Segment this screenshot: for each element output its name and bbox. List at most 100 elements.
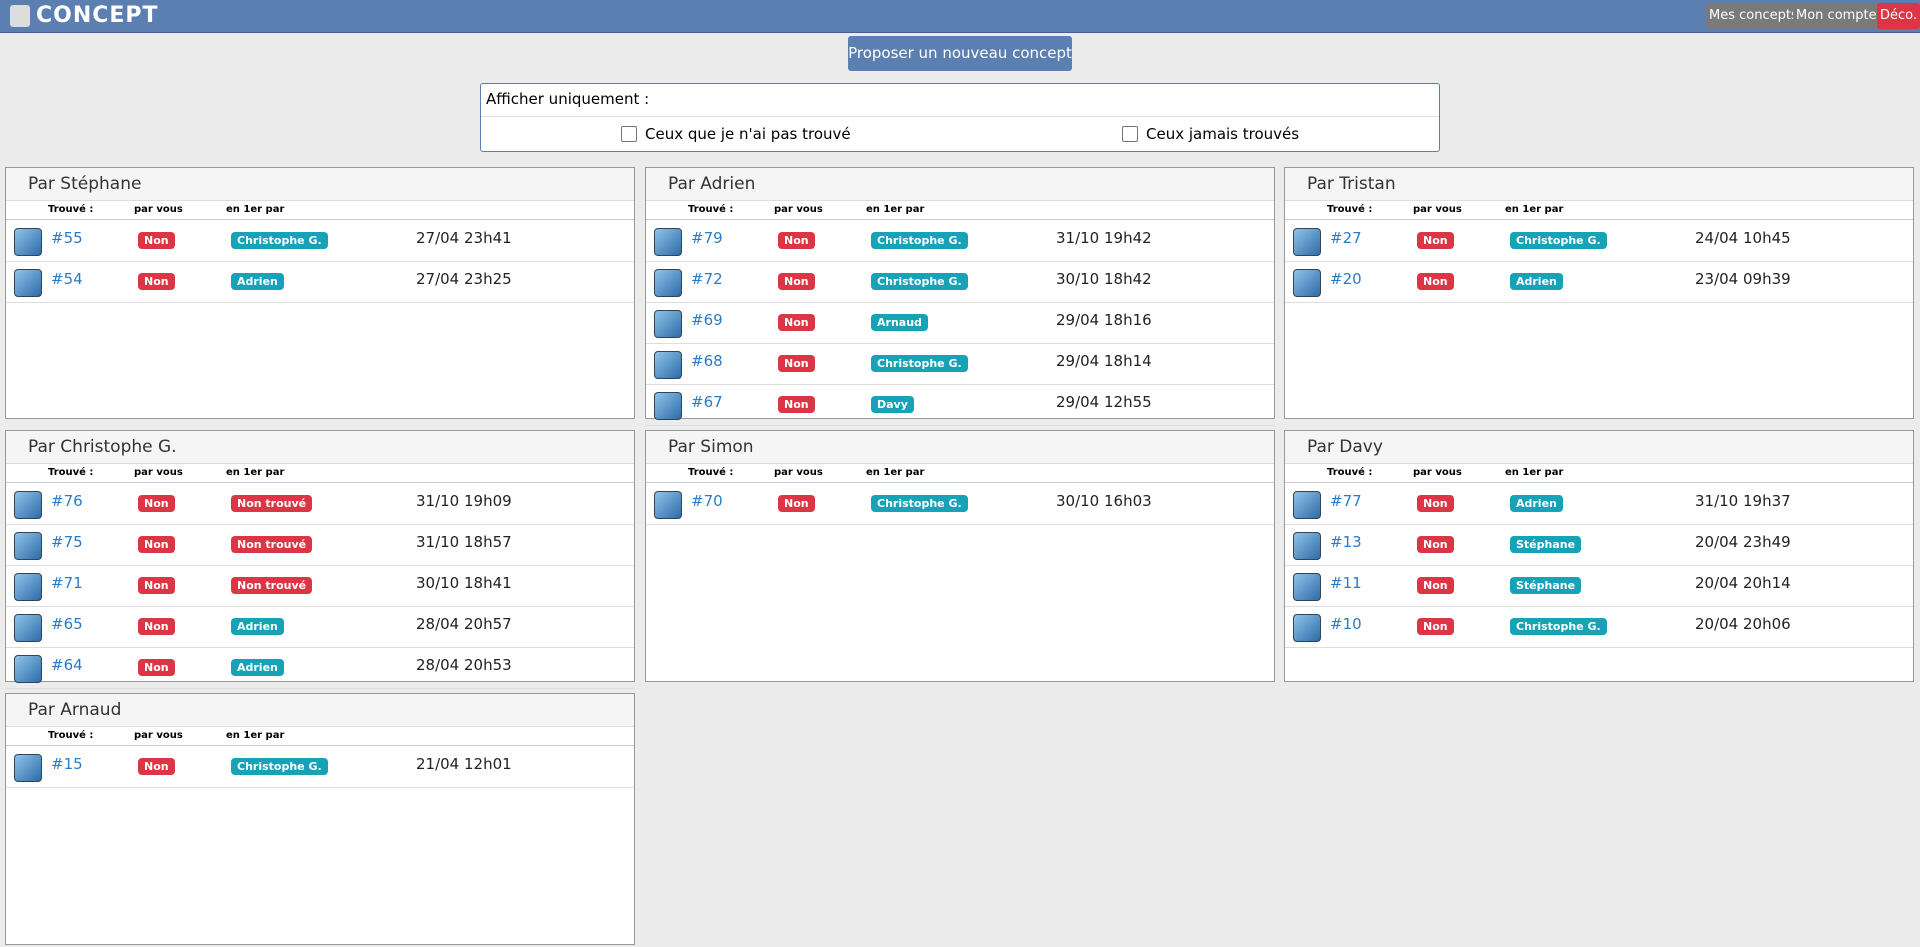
found-by-you-badge: Non (778, 355, 815, 372)
concept-row[interactable]: #10 Non Christophe G. 20/04 20h06 (1285, 606, 1913, 648)
concept-link[interactable]: #54 (51, 270, 83, 288)
concept-link[interactable]: #55 (51, 229, 83, 247)
column-header: Trouvé : (48, 730, 94, 741)
found-by-you-badge: Non (1417, 536, 1454, 553)
concept-link[interactable]: #79 (691, 229, 723, 247)
first-finder-badge: Stéphane (1510, 536, 1582, 553)
concept-row[interactable]: #55 Non Christophe G. 27/04 23h41 (6, 220, 634, 262)
column-header: en 1er par (226, 204, 285, 215)
concept-link[interactable]: #13 (1330, 533, 1362, 551)
found-by-you-badge: Non (1417, 577, 1454, 594)
concept-row[interactable]: #54 Non Adrien 27/04 23h25 (6, 261, 634, 303)
concept-link[interactable]: #64 (51, 656, 83, 674)
filter-option[interactable]: Ceux jamais trouvés (1122, 125, 1299, 143)
panel-title: Par Simon (646, 431, 1274, 464)
column-header: par vous (1413, 204, 1462, 215)
nav-button[interactable]: Mon compte (1793, 3, 1880, 29)
concept-icon (14, 754, 42, 782)
concept-row[interactable]: #71 Non Non trouvé 30/10 18h41 (6, 565, 634, 607)
concept-row[interactable]: #64 Non Adrien 28/04 20h53 (6, 647, 634, 689)
separator (6, 482, 634, 483)
concept-row[interactable]: #68 Non Christophe G. 29/04 18h14 (646, 343, 1274, 385)
concept-row[interactable]: #70 Non Christophe G. 30/10 16h03 (646, 483, 1274, 525)
found-by-you-badge: Non (138, 577, 175, 594)
concept-row[interactable]: #79 Non Christophe G. 31/10 19h42 (646, 220, 1274, 262)
concept-row[interactable]: #67 Non Davy 29/04 12h55 (646, 384, 1274, 426)
nav-button[interactable]: Mes concepts (1706, 3, 1801, 29)
concept-date: 28/04 20h53 (416, 656, 512, 674)
brand[interactable]: CONCEPT (10, 3, 159, 28)
concept-link[interactable]: #15 (51, 755, 83, 773)
new-concept-button[interactable]: Proposer un nouveau concept (848, 36, 1072, 71)
concept-date: 31/10 18h57 (416, 533, 512, 551)
concept-row[interactable]: #20 Non Adrien 23/04 09h39 (1285, 261, 1913, 303)
concept-row[interactable]: #76 Non Non trouvé 31/10 19h09 (6, 483, 634, 525)
concept-date: 24/04 10h45 (1695, 229, 1791, 247)
concept-link[interactable]: #69 (691, 311, 723, 329)
panel-title: Par Davy (1285, 431, 1913, 464)
first-finder-badge: Davy (871, 396, 914, 413)
concept-icon (654, 351, 682, 379)
column-header: par vous (774, 467, 823, 478)
concept-row[interactable]: #75 Non Non trouvé 31/10 18h57 (6, 524, 634, 566)
found-by-you-badge: Non (138, 659, 175, 676)
concept-link[interactable]: #20 (1330, 270, 1362, 288)
concept-link[interactable]: #76 (51, 492, 83, 510)
concept-icon (14, 491, 42, 519)
concept-row[interactable]: #11 Non Stéphane 20/04 20h14 (1285, 565, 1913, 607)
first-finder-badge: Christophe G. (1510, 232, 1607, 249)
separator (481, 116, 1439, 117)
concept-row[interactable]: #72 Non Christophe G. 30/10 18h42 (646, 261, 1274, 303)
concept-row[interactable]: #27 Non Christophe G. 24/04 10h45 (1285, 220, 1913, 262)
concept-date: 20/04 23h49 (1695, 533, 1791, 551)
brand-text[interactable]: CONCEPT (36, 3, 159, 28)
concept-icon (1293, 228, 1321, 256)
concept-link[interactable]: #65 (51, 615, 83, 633)
concept-link[interactable]: #27 (1330, 229, 1362, 247)
concept-icon (14, 614, 42, 642)
first-finder-badge: Adrien (1510, 495, 1563, 512)
concept-icon (1293, 532, 1321, 560)
column-header: par vous (774, 204, 823, 215)
first-finder-badge: Christophe G. (871, 355, 968, 372)
concept-link[interactable]: #75 (51, 533, 83, 551)
filter-option[interactable]: Ceux que je n'ai pas trouvé (621, 125, 851, 143)
first-finder-badge: Christophe G. (1510, 618, 1607, 635)
option-label[interactable]: Ceux que je n'ai pas trouvé (645, 125, 851, 143)
found-by-you-badge: Non (778, 495, 815, 512)
first-finder-badge: Non trouvé (231, 495, 313, 512)
panel-title: Par Tristan (1285, 168, 1913, 201)
first-finder-badge: Christophe G. (231, 232, 328, 249)
concept-date: 20/04 20h14 (1695, 574, 1791, 592)
found-by-you-badge: Non (778, 314, 815, 331)
column-header: en 1er par (226, 467, 285, 478)
concept-row[interactable]: #69 Non Arnaud 29/04 18h16 (646, 302, 1274, 344)
concept-link[interactable]: #71 (51, 574, 83, 592)
option-label[interactable]: Ceux jamais trouvés (1146, 125, 1300, 143)
concept-icon (654, 269, 682, 297)
logout-button[interactable]: Déco. (1877, 3, 1920, 29)
concept-icon (14, 532, 42, 560)
concept-link[interactable]: #11 (1330, 574, 1362, 592)
concept-row[interactable]: #77 Non Adrien 31/10 19h37 (1285, 483, 1913, 525)
concept-link[interactable]: #67 (691, 393, 723, 411)
column-header: en 1er par (866, 467, 925, 478)
found-by-you-badge: Non (778, 396, 815, 413)
concept-row[interactable]: #15 Non Christophe G. 21/04 12h01 (6, 746, 634, 788)
concept-link[interactable]: #72 (691, 270, 723, 288)
concept-row[interactable]: #65 Non Adrien 28/04 20h57 (6, 606, 634, 648)
concept-date: 29/04 12h55 (1056, 393, 1152, 411)
first-finder-badge: Christophe G. (231, 758, 328, 775)
concept-link[interactable]: #68 (691, 352, 723, 370)
concept-row[interactable]: #13 Non Stéphane 20/04 23h49 (1285, 524, 1913, 566)
concept-link[interactable]: #10 (1330, 615, 1362, 633)
concept-icon (654, 310, 682, 338)
first-finder-badge: Christophe G. (871, 273, 968, 290)
column-header: par vous (1413, 467, 1462, 478)
concept-icon (654, 491, 682, 519)
concept-link[interactable]: #77 (1330, 492, 1362, 510)
concept-link[interactable]: #70 (691, 492, 723, 510)
